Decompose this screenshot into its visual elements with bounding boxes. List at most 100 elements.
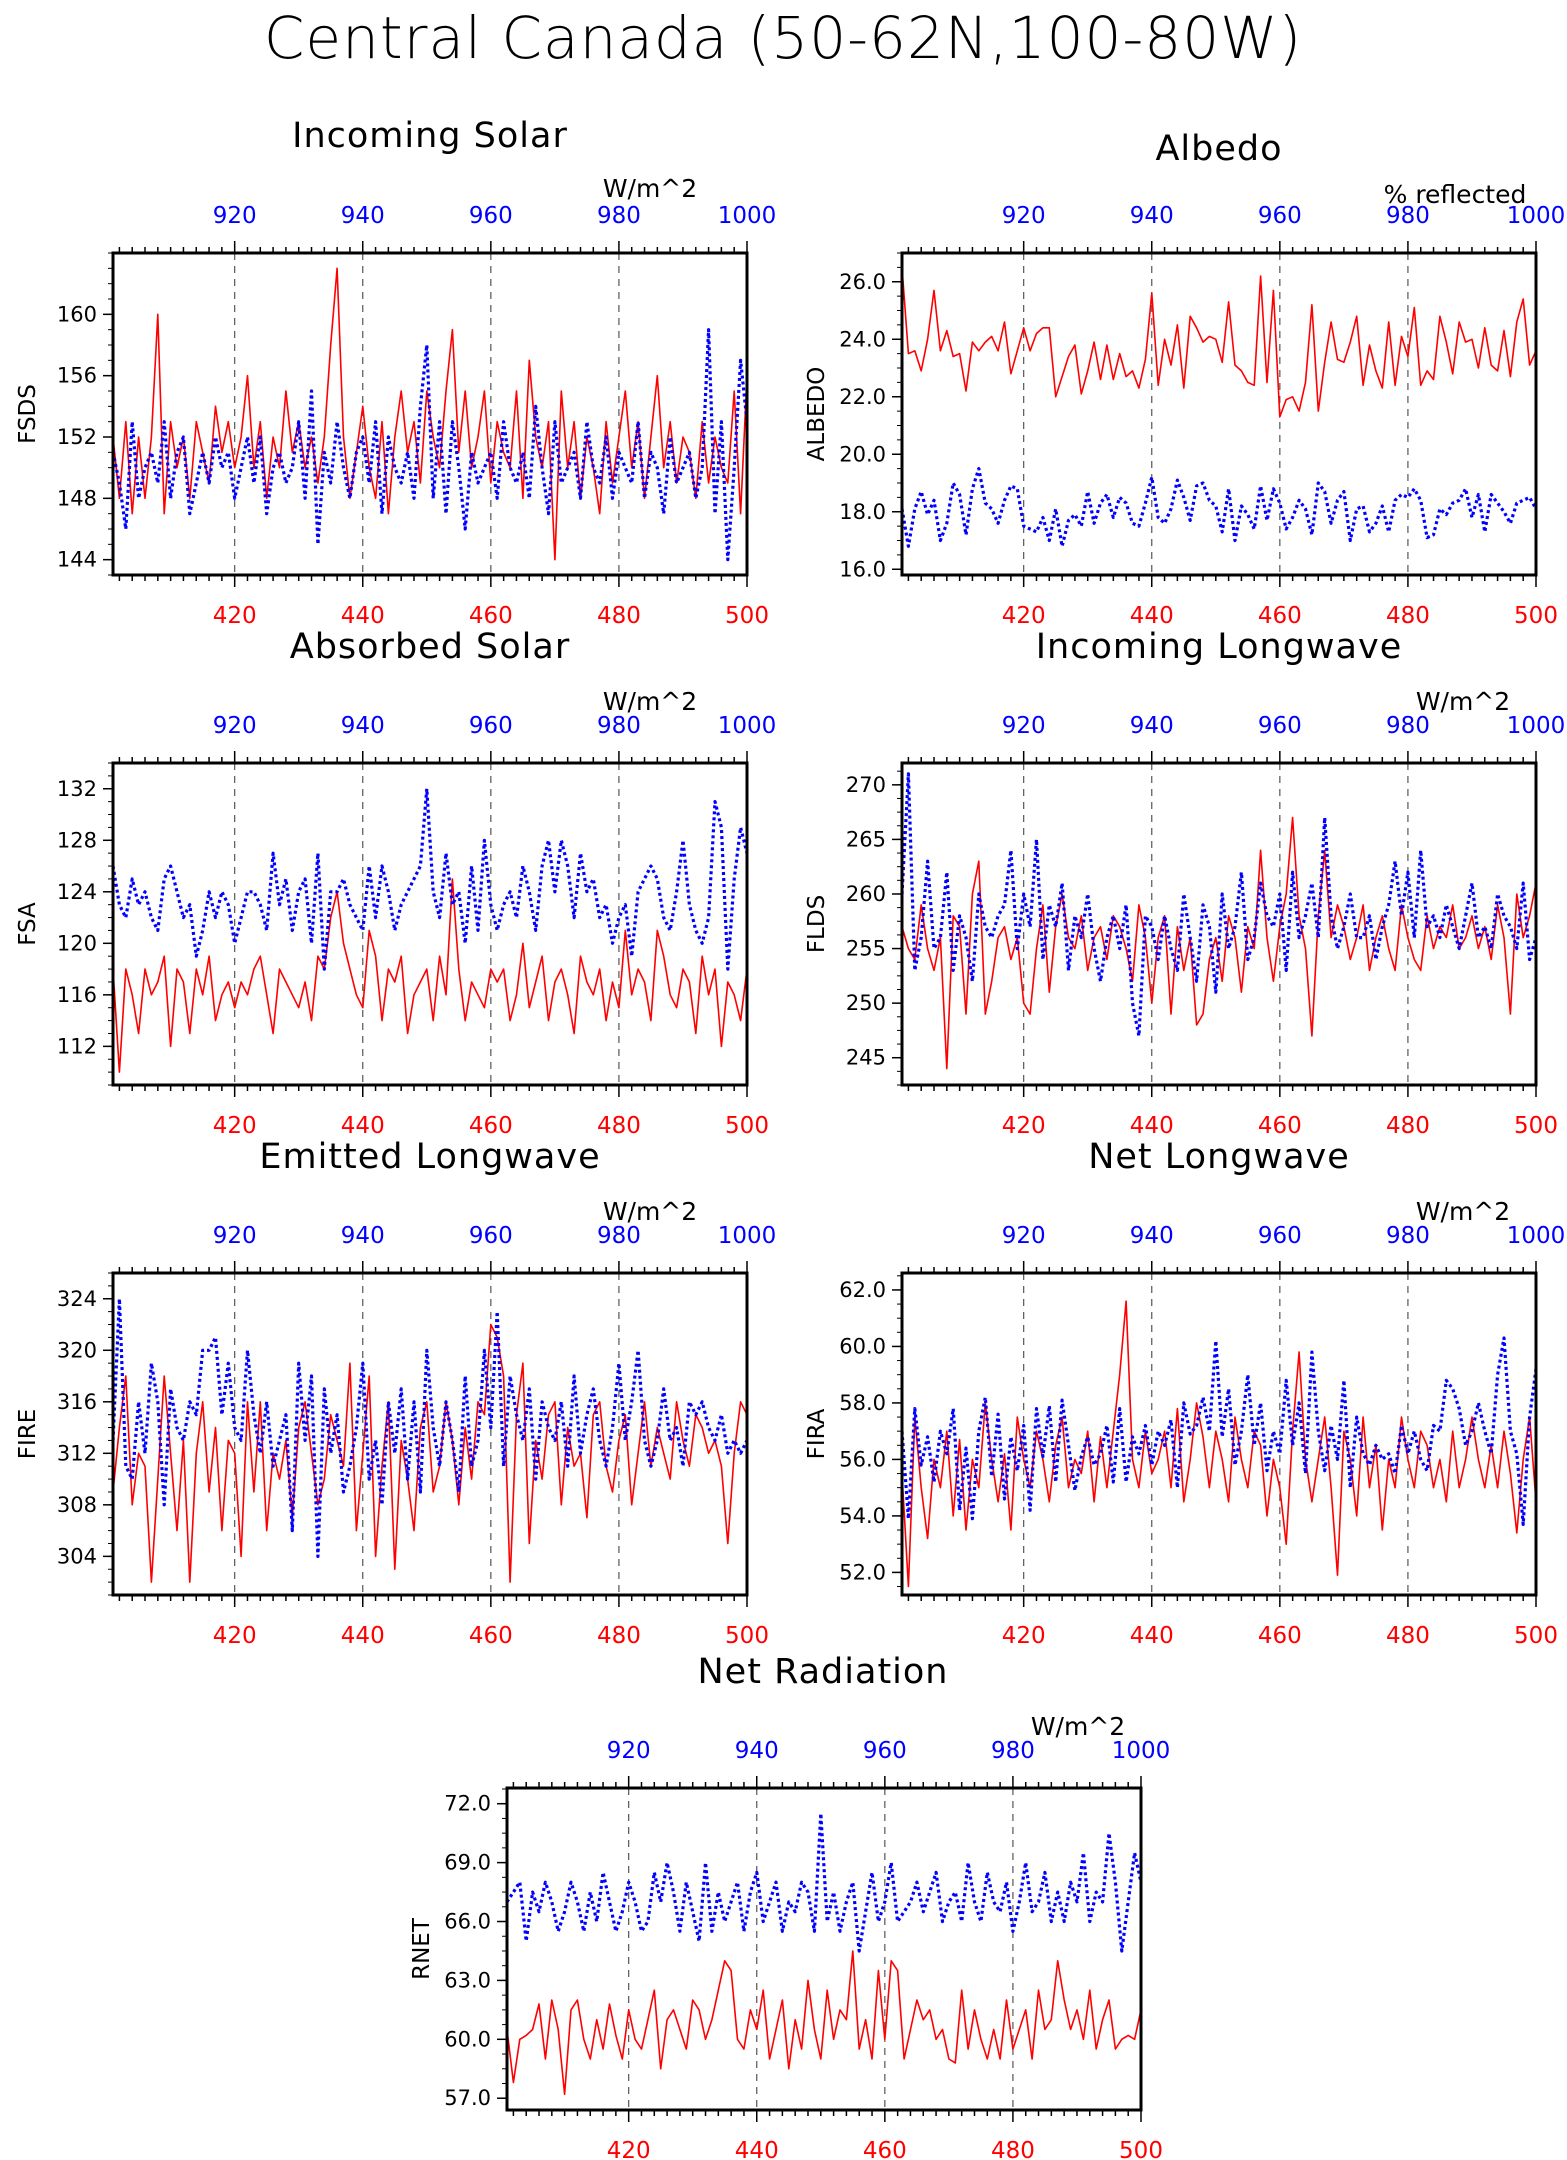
incoming-longwave-blue-series-line	[900, 772, 1538, 1038]
incoming-solar-y-axis-label: FSDS	[15, 384, 41, 444]
net-longwave-top-tick-label: 1000	[1507, 1223, 1566, 1249]
emitted-longwave-y-tick-label: 320	[57, 1338, 97, 1362]
incoming-longwave-y-tick-label: 265	[846, 827, 886, 851]
incoming-longwave-chart: Incoming Longwave W/m^2 FLDS 245 250 255 260 26…	[804, 627, 1565, 1139]
net-radiation-bottom-tick-label: 460	[863, 2138, 907, 2160]
albedo-bottom-tick-label: 440	[1130, 603, 1174, 629]
absorbed-solar-y-tick-label: 112	[57, 1034, 97, 1058]
incoming-solar-blue-series-line	[111, 328, 749, 562]
absorbed-solar-plot-frame	[111, 761, 749, 1087]
incoming-longwave-top-tick-label: 1000	[1507, 713, 1566, 739]
absorbed-solar-y-tick-label: 128	[57, 828, 97, 852]
albedo-title: Albedo	[1155, 129, 1282, 169]
absorbed-solar-title: Absorbed Solar	[290, 627, 570, 667]
net-radiation-y-tick-label: 69.0	[444, 1851, 491, 1875]
net-radiation-blue-series-line	[505, 1811, 1143, 1953]
incoming-solar-bottom-tick-label: 460	[469, 603, 513, 629]
emitted-longwave-y-tick-label: 308	[57, 1493, 97, 1517]
net-longwave-plot-frame	[900, 1271, 1538, 1597]
net-longwave-y-tick-label: 60.0	[839, 1334, 886, 1358]
emitted-longwave-y-axis-label: FIRE	[15, 1409, 41, 1460]
albedo-bottom-tick-label: 460	[1258, 603, 1302, 629]
absorbed-solar-y-tick-label: 120	[57, 931, 97, 955]
incoming-longwave-plot-frame	[900, 761, 1538, 1087]
net-radiation-bottom-tick-label: 480	[991, 2138, 1035, 2160]
absorbed-solar-top-tick-label: 940	[341, 713, 385, 739]
incoming-longwave-bottom-tick-label: 500	[1514, 1113, 1558, 1139]
incoming-longwave-top-tick-label: 960	[1258, 713, 1302, 739]
incoming-longwave-top-tick-label: 920	[1002, 713, 1046, 739]
incoming-longwave-bottom-tick-label: 480	[1386, 1113, 1430, 1139]
absorbed-solar-top-tick-label: 980	[597, 713, 641, 739]
net-radiation-top-tick-label: 980	[991, 1738, 1035, 1764]
absorbed-solar-top-tick-label: 960	[469, 713, 513, 739]
incoming-solar-top-tick-label: 960	[469, 203, 513, 229]
incoming-solar-y-tick-label: 160	[57, 302, 97, 326]
absorbed-solar-top-tick-label: 920	[213, 713, 257, 739]
emitted-longwave-top-tick-label: 920	[213, 1223, 257, 1249]
albedo-top-tick-label: 960	[1258, 203, 1302, 229]
albedo-y-tick-label: 24.0	[839, 327, 886, 351]
incoming-longwave-y-tick-label: 270	[846, 773, 886, 797]
absorbed-solar-bottom-tick-label: 440	[341, 1113, 385, 1139]
albedo-top-tick-label: 980	[1386, 203, 1430, 229]
albedo-units-label: % reflected	[1384, 180, 1527, 209]
absorbed-solar-bottom-tick-label: 420	[213, 1113, 257, 1139]
net-radiation-title: Net Radiation	[698, 1652, 949, 1692]
net-longwave-bottom-tick-label: 440	[1130, 1623, 1174, 1649]
albedo-y-tick-label: 26.0	[839, 270, 886, 294]
net-longwave-title: Net Longwave	[1088, 1137, 1350, 1177]
net-radiation-y-tick-label: 60.0	[444, 2027, 491, 2051]
net-longwave-y-tick-label: 52.0	[839, 1560, 886, 1584]
net-radiation-y-tick-label: 72.0	[444, 1792, 491, 1816]
incoming-longwave-units-label: W/m^2	[1416, 687, 1510, 716]
incoming-solar-y-tick-label: 152	[57, 425, 97, 449]
net-longwave-top-tick-label: 960	[1258, 1223, 1302, 1249]
absorbed-solar-y-tick-label: 116	[57, 983, 97, 1007]
albedo-chart: Albedo % reflected ALBEDO 16.0 18.0 20.0 22.0 2…	[804, 129, 1565, 629]
incoming-solar-chart: Incoming Solar W/m^2 FSDS 144 148 152 156 160 42…	[15, 116, 776, 629]
absorbed-solar-bottom-tick-label: 460	[469, 1113, 513, 1139]
absorbed-solar-red-series-line	[112, 878, 748, 1073]
incoming-longwave-y-tick-label: 260	[846, 882, 886, 906]
net-longwave-y-tick-label: 62.0	[839, 1278, 886, 1302]
emitted-longwave-y-tick-label: 316	[57, 1390, 97, 1414]
net-longwave-bottom-tick-label: 420	[1002, 1623, 1046, 1649]
absorbed-solar-blue-series-line	[111, 787, 749, 971]
net-radiation-red-series-line	[506, 1950, 1142, 2096]
net-radiation-chart: Net Radiation W/m^2 RNET 57.0 60.0 63.0 66.0 69…	[409, 1652, 1170, 2160]
albedo-bottom-tick-label: 500	[1514, 603, 1558, 629]
net-radiation-top-tick-label: 960	[863, 1738, 907, 1764]
incoming-longwave-y-tick-label: 250	[846, 991, 886, 1015]
absorbed-solar-bottom-tick-label: 500	[725, 1113, 769, 1139]
emitted-longwave-title: Emitted Longwave	[259, 1137, 600, 1177]
incoming-longwave-top-tick-label: 980	[1386, 713, 1430, 739]
albedo-top-tick-label: 920	[1002, 203, 1046, 229]
emitted-longwave-bottom-tick-label: 500	[725, 1623, 769, 1649]
net-radiation-bottom-tick-label: 420	[607, 2138, 651, 2160]
page-title: Central Canada (50-62N,100-80W)	[264, 4, 1302, 72]
emitted-longwave-blue-series-line	[111, 1297, 749, 1559]
net-longwave-blue-series-line	[900, 1336, 1538, 1527]
incoming-solar-top-tick-label: 980	[597, 203, 641, 229]
net-radiation-y-tick-label: 63.0	[444, 1968, 491, 1992]
net-radiation-units-label: W/m^2	[1031, 1712, 1125, 1741]
net-radiation-top-tick-label: 940	[735, 1738, 779, 1764]
incoming-solar-plot-frame	[111, 251, 749, 577]
incoming-solar-units-label: W/m^2	[603, 174, 697, 203]
net-longwave-top-tick-label: 940	[1130, 1223, 1174, 1249]
incoming-solar-top-tick-label: 1000	[718, 203, 777, 229]
incoming-longwave-top-tick-label: 940	[1130, 713, 1174, 739]
incoming-solar-bottom-tick-label: 500	[725, 603, 769, 629]
incoming-solar-bottom-tick-label: 420	[213, 603, 257, 629]
net-radiation-y-axis-label: RNET	[409, 1917, 435, 1980]
net-longwave-bottom-tick-label: 500	[1514, 1623, 1558, 1649]
absorbed-solar-bottom-tick-label: 480	[597, 1113, 641, 1139]
emitted-longwave-red-series-line	[112, 1323, 748, 1583]
net-longwave-bottom-tick-label: 480	[1386, 1623, 1430, 1649]
albedo-y-tick-label: 20.0	[839, 442, 886, 466]
net-longwave-y-tick-label: 56.0	[839, 1447, 886, 1471]
net-radiation-y-tick-label: 57.0	[444, 2086, 491, 2110]
incoming-longwave-bottom-tick-label: 440	[1130, 1113, 1174, 1139]
